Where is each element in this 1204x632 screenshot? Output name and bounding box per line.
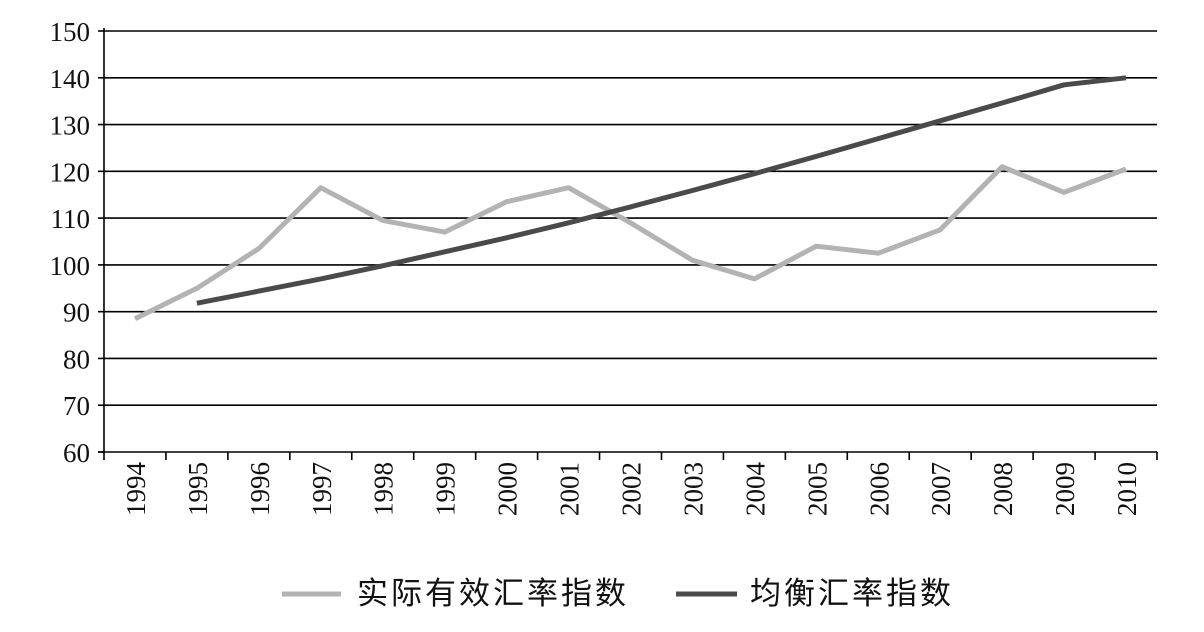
x-tick-label: 2006 bbox=[864, 462, 894, 516]
series-line-equilibrium bbox=[196, 75, 1127, 306]
x-tick-label: 2009 bbox=[1050, 462, 1080, 516]
y-tick-label: 60 bbox=[63, 438, 90, 468]
series-lines bbox=[133, 75, 1127, 321]
y-axis-ticks: 60 70 80 90 100 110 120 130 140 150 bbox=[50, 17, 104, 468]
x-tick-label: 1995 bbox=[183, 462, 213, 516]
x-tick-label: 2010 bbox=[1112, 462, 1142, 516]
x-tick-label: 2008 bbox=[988, 462, 1018, 516]
y-tick-label: 100 bbox=[50, 251, 91, 281]
y-tick-label: 110 bbox=[51, 204, 91, 234]
x-tick-label: 2004 bbox=[740, 462, 770, 517]
legend: 实际有效汇率指数 均衡汇率指数 bbox=[282, 576, 954, 612]
y-tick-label: 130 bbox=[50, 111, 91, 141]
y-tick-label: 140 bbox=[50, 64, 91, 94]
gridlines bbox=[104, 30, 1157, 407]
x-tick-label: 1996 bbox=[245, 462, 275, 516]
x-tick-label: 2003 bbox=[678, 462, 708, 516]
y-tick-label: 150 bbox=[50, 17, 91, 47]
y-tick-label: 120 bbox=[50, 157, 91, 187]
series-line-actual-reer bbox=[133, 164, 1127, 321]
y-tick-label: 90 bbox=[63, 298, 90, 328]
x-tick-label: 2002 bbox=[617, 462, 647, 516]
x-axis-ticks: 1994 1995 1996 1997 1998 1999 2000 2001 2002 2003… bbox=[103, 452, 1158, 517]
legend-label-equilibrium: 均衡汇率指数 bbox=[750, 576, 954, 612]
x-tick-label: 2005 bbox=[802, 462, 832, 516]
x-tick-label: 1997 bbox=[307, 462, 337, 516]
axes bbox=[98, 28, 1157, 453]
x-tick-label: 1994 bbox=[121, 462, 151, 517]
x-tick-label: 2001 bbox=[555, 462, 585, 516]
x-tick-label: 1998 bbox=[369, 462, 399, 516]
legend-label-actual-reer: 实际有效汇率指数 bbox=[357, 576, 629, 612]
x-tick-label: 1999 bbox=[431, 462, 461, 516]
x-tick-label: 2000 bbox=[493, 462, 523, 516]
y-tick-label: 70 bbox=[63, 391, 90, 421]
x-tick-label: 2007 bbox=[926, 462, 956, 516]
y-tick-label: 80 bbox=[63, 344, 90, 374]
